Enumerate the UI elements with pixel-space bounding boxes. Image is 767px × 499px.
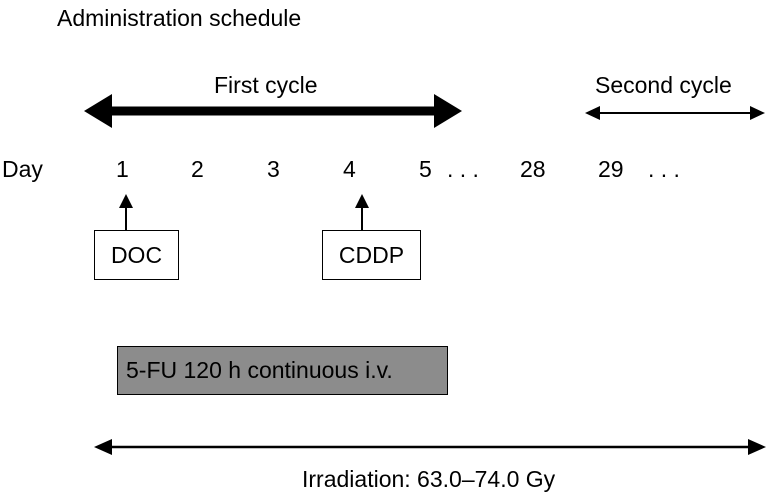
day-3: 3 [267, 156, 280, 182]
first-cycle-arrow [84, 94, 462, 128]
day-1: 1 [116, 156, 129, 182]
first-cycle-label: First cycle [214, 72, 318, 98]
day-ellipsis-2: . . . [648, 156, 680, 182]
second-cycle-label: Second cycle [595, 72, 732, 98]
diagram-title: Administration schedule [57, 5, 302, 31]
day-2: 2 [191, 156, 204, 182]
cddp-box: CDDP [322, 230, 421, 280]
day-ellipsis-1: . . . [447, 156, 479, 182]
doc-label: DOC [110, 241, 163, 268]
day-4: 4 [343, 156, 356, 182]
cddp-pointer-arrow [355, 194, 369, 230]
day-28: 28 [520, 156, 546, 182]
cddp-label: CDDP [338, 241, 405, 268]
irradiation-label: Irradiation: 63.0–74.0 Gy [302, 466, 556, 492]
day-axis-label: Day [2, 156, 43, 182]
irradiation-arrow [94, 439, 766, 455]
second-cycle-arrow [585, 106, 765, 120]
doc-pointer-arrow [119, 194, 133, 230]
day-29: 29 [598, 156, 624, 182]
doc-box: DOC [94, 230, 179, 280]
5fu-infusion-label: 5-FU 120 h continuous i.v. [126, 357, 393, 383]
5fu-infusion-bar: 5-FU 120 h continuous i.v. [117, 346, 448, 395]
day-5: 5 [419, 156, 432, 182]
